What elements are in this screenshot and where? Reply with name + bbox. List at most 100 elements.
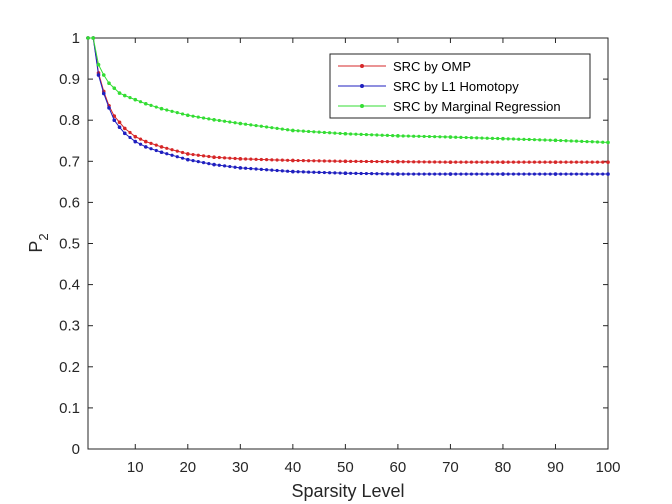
series-marker bbox=[585, 172, 589, 176]
series-marker bbox=[527, 137, 531, 142]
series-marker bbox=[249, 167, 253, 171]
series-marker bbox=[585, 160, 589, 164]
series-marker bbox=[154, 143, 158, 147]
series-marker bbox=[322, 130, 326, 135]
data-point bbox=[86, 36, 90, 40]
legend-label: SRC by Marginal Regression bbox=[393, 99, 561, 114]
series-marker bbox=[217, 118, 221, 123]
x-tick-label: 30 bbox=[232, 459, 249, 476]
data-point bbox=[212, 155, 216, 159]
series-marker bbox=[464, 160, 468, 164]
series-marker bbox=[590, 160, 594, 164]
series-marker bbox=[196, 160, 200, 164]
series-marker bbox=[280, 158, 284, 162]
y-tick-label: 0.4 bbox=[59, 277, 80, 294]
series-marker bbox=[538, 160, 542, 164]
series-marker bbox=[385, 160, 389, 164]
series-marker bbox=[328, 171, 332, 175]
series-marker bbox=[175, 111, 179, 115]
series-marker bbox=[475, 160, 479, 164]
data-point bbox=[107, 106, 111, 110]
data-point bbox=[501, 136, 505, 141]
series-marker bbox=[191, 152, 195, 157]
data-point bbox=[186, 152, 190, 156]
series-marker bbox=[422, 160, 426, 164]
series-marker bbox=[496, 160, 500, 164]
series-marker bbox=[191, 114, 195, 118]
x-tick-label: 80 bbox=[495, 459, 512, 476]
data-point bbox=[101, 91, 106, 96]
x-tick-label: 90 bbox=[547, 459, 564, 476]
series-marker bbox=[401, 160, 405, 164]
series-marker bbox=[595, 160, 600, 164]
series-marker bbox=[412, 172, 416, 176]
legend: SRC by OMP SRC by L1 Homotopy SRC by Margi… bbox=[329, 53, 591, 119]
series-marker bbox=[422, 172, 426, 176]
series-marker bbox=[128, 135, 132, 140]
series-marker bbox=[433, 135, 437, 139]
legend-marker bbox=[360, 84, 364, 88]
data-point bbox=[343, 171, 348, 176]
series-marker bbox=[548, 138, 552, 142]
data-point bbox=[117, 120, 122, 125]
series-marker bbox=[322, 159, 326, 163]
series-marker bbox=[595, 140, 600, 144]
x-tick-label: 70 bbox=[442, 459, 459, 476]
data-point bbox=[448, 172, 453, 176]
series-marker bbox=[138, 100, 143, 104]
series-marker bbox=[543, 138, 547, 142]
series-marker bbox=[464, 135, 468, 140]
data-point bbox=[501, 172, 505, 176]
series-marker bbox=[254, 167, 258, 171]
series-marker bbox=[574, 139, 579, 143]
legend-marker bbox=[360, 104, 364, 108]
series-marker bbox=[286, 128, 290, 132]
data-point bbox=[606, 172, 610, 176]
series-marker bbox=[328, 159, 332, 163]
y-tick-label: 0.2 bbox=[59, 359, 80, 376]
series-marker bbox=[569, 139, 573, 143]
series-marker bbox=[138, 142, 143, 146]
series-marker bbox=[259, 167, 263, 171]
data-point bbox=[212, 117, 216, 122]
series-marker bbox=[275, 126, 279, 130]
series-marker bbox=[264, 158, 269, 162]
data-point bbox=[343, 159, 348, 164]
series-marker bbox=[380, 172, 384, 176]
series-marker bbox=[201, 161, 206, 165]
series-marker bbox=[391, 172, 395, 176]
series-marker bbox=[149, 141, 153, 145]
series-marker bbox=[128, 96, 132, 100]
series-marker bbox=[259, 124, 263, 128]
series-marker bbox=[522, 172, 526, 176]
data-point bbox=[448, 135, 453, 139]
y-tick-label: 0.7 bbox=[59, 153, 80, 170]
legend-marker bbox=[360, 64, 364, 68]
series-marker bbox=[170, 148, 174, 152]
series-marker bbox=[233, 165, 237, 169]
series-marker bbox=[370, 159, 374, 164]
series-marker bbox=[532, 160, 537, 164]
data-point bbox=[133, 134, 138, 139]
series-marker bbox=[574, 160, 579, 164]
data-point bbox=[396, 134, 400, 138]
series-marker bbox=[249, 157, 253, 161]
series-marker bbox=[301, 170, 305, 174]
series-marker bbox=[254, 123, 258, 128]
series-marker bbox=[485, 136, 489, 140]
series-marker bbox=[412, 134, 416, 138]
series-marker bbox=[301, 129, 305, 133]
series-marker bbox=[490, 172, 495, 176]
series-marker bbox=[270, 126, 274, 130]
series-marker bbox=[459, 160, 463, 164]
data-point bbox=[186, 113, 190, 118]
series-marker bbox=[233, 121, 237, 125]
series-marker bbox=[375, 172, 379, 176]
series-marker bbox=[548, 172, 552, 176]
series-marker bbox=[511, 172, 516, 176]
series-marker bbox=[417, 134, 421, 138]
data-point bbox=[112, 86, 117, 90]
series-marker bbox=[196, 153, 200, 157]
y-axis-title: P2 bbox=[26, 233, 51, 252]
x-axis-title: Sparsity Level bbox=[291, 481, 404, 501]
